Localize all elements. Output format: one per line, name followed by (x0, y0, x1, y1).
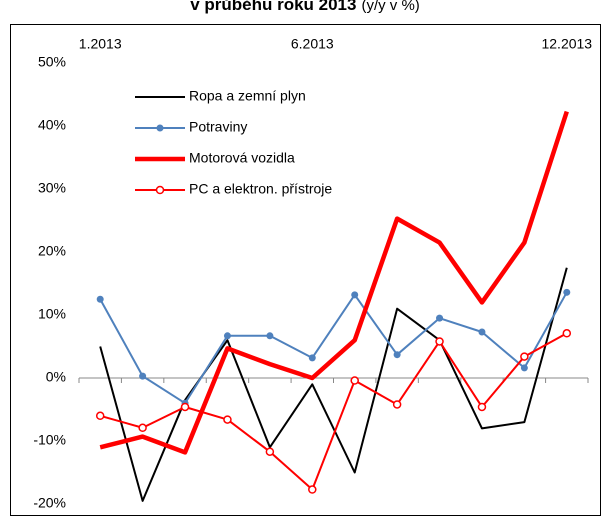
legend-marker (155, 185, 165, 195)
marker (520, 352, 529, 361)
x-tick-label: 1.2013 (79, 36, 122, 52)
marker (96, 295, 104, 303)
marker (138, 423, 147, 433)
marker (478, 328, 486, 336)
y-tick-label: 10% (38, 306, 66, 322)
x-tick-label: 12.2013 (541, 36, 592, 52)
y-tick-label: -20% (33, 495, 66, 511)
title-note: (y/y v %) (361, 0, 419, 14)
y-tick-label: 50% (38, 54, 66, 70)
y-tick-label: 0% (46, 369, 66, 385)
marker (223, 332, 231, 340)
marker (436, 314, 444, 322)
series-line (99, 267, 568, 502)
marker (308, 354, 316, 362)
marker (139, 372, 147, 380)
marker (266, 332, 274, 340)
legend-label: Motorová vozidla (189, 150, 295, 166)
y-tick-label: 30% (38, 180, 66, 196)
legend-label: Potraviny (189, 119, 247, 135)
marker (180, 402, 190, 412)
series-line (99, 110, 569, 455)
series-line (99, 291, 568, 405)
marker (393, 351, 401, 359)
marker (351, 291, 359, 299)
marker (563, 288, 571, 296)
chart-title: v průběhu roku 2013 (y/y v %) (190, 0, 420, 14)
legend-label: PC a elektron. přístroje (189, 181, 332, 197)
title-main: v průběhu roku 2013 (190, 0, 356, 14)
legend-label: Ropa a zemní plyn (189, 88, 306, 104)
marker (308, 485, 317, 494)
marker (520, 364, 528, 372)
y-tick-label: -10% (33, 432, 66, 448)
marker (265, 447, 275, 456)
y-tick-label: 20% (38, 243, 66, 259)
marker (350, 376, 359, 385)
legend-marker (156, 124, 164, 132)
y-tick-label: 40% (38, 117, 66, 133)
marker (477, 402, 487, 412)
marker (95, 411, 105, 421)
marker (562, 329, 572, 338)
series-line (99, 332, 568, 491)
marker (223, 415, 232, 424)
marker (435, 337, 444, 346)
marker (392, 400, 402, 409)
x-tick-label: 6.2013 (291, 36, 334, 52)
